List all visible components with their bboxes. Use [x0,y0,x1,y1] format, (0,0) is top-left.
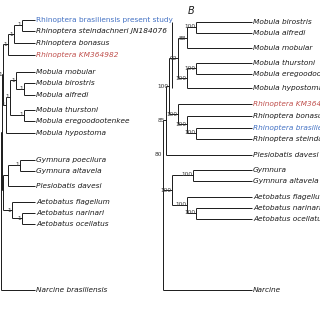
Text: Mobula eregoodootenkee: Mobula eregoodootenkee [253,71,320,77]
Text: Rhinoptera bonasus: Rhinoptera bonasus [36,40,109,46]
Text: 1: 1 [20,113,23,117]
Text: Aetobatus flagellum: Aetobatus flagellum [253,194,320,200]
Text: Aetobatus narinari: Aetobatus narinari [36,210,104,216]
Text: Mobula mobular: Mobula mobular [253,45,312,51]
Text: 88: 88 [179,36,187,41]
Text: 1: 1 [2,102,5,108]
Text: Aetobatus narinari: Aetobatus narinari [253,205,320,211]
Text: 1: 1 [20,86,23,92]
Text: Mobula mobular: Mobula mobular [36,69,95,75]
Text: Mobula thurstoni: Mobula thurstoni [253,60,315,66]
Text: Gymnura altavela: Gymnura altavela [36,168,102,174]
Text: Gymnura altavela: Gymnura altavela [253,178,319,184]
Text: Rhinoptera bonasus: Rhinoptera bonasus [253,113,320,119]
Text: B: B [188,6,195,16]
Text: 1: 1 [16,163,20,167]
Text: 1: 1 [8,207,12,212]
Text: Aetobatus flagellum: Aetobatus flagellum [36,199,110,205]
Text: Rhinoptera brasiliensis: Rhinoptera brasiliensis [253,125,320,131]
Text: Mobula birostris: Mobula birostris [36,80,95,86]
Text: Mobula hypostoma: Mobula hypostoma [36,130,106,136]
Text: Plesiobatis davesi: Plesiobatis davesi [253,152,318,158]
Text: 100: 100 [175,203,187,207]
Text: Aetobatus ocellatus: Aetobatus ocellatus [253,216,320,222]
Text: Rhinoptera KM364982: Rhinoptera KM364982 [253,101,320,107]
Text: Rhinoptera steindachneri JN184076: Rhinoptera steindachneri JN184076 [36,28,167,34]
Text: Narcine brasiliensis: Narcine brasiliensis [36,287,108,293]
Text: Rhinoptera brasiliensis present study: Rhinoptera brasiliensis present study [36,17,173,23]
Text: 1: 1 [6,94,10,100]
Text: 100: 100 [184,66,196,70]
Text: Mobula eregoodootenkee: Mobula eregoodootenkee [36,118,130,124]
Text: 92: 92 [170,55,178,60]
Text: 100: 100 [181,172,193,178]
Text: 100: 100 [175,76,187,81]
Text: 100: 100 [157,84,169,89]
Text: 100: 100 [184,131,196,135]
Text: Rhinoptera KM364982: Rhinoptera KM364982 [36,52,118,58]
Text: Plesiobatis davesi: Plesiobatis davesi [36,183,101,189]
Text: Gymnura: Gymnura [253,167,287,173]
Text: 1: 1 [12,77,15,83]
Text: 100: 100 [184,211,196,215]
Text: 80: 80 [155,153,163,157]
Text: 100: 100 [166,111,178,116]
Text: Aetobatus ocellatus: Aetobatus ocellatus [36,221,108,227]
Text: Narcine: Narcine [253,287,281,293]
Text: Mobula alfredi: Mobula alfredi [36,92,88,98]
Text: Mobula birostris: Mobula birostris [253,19,312,25]
Text: Mobula alfredi: Mobula alfredi [253,30,305,36]
Text: 1: 1 [10,31,13,36]
Text: 1: 1 [0,71,3,76]
Text: Mobula thurstoni: Mobula thurstoni [36,107,98,113]
Text: 1: 1 [18,215,21,220]
Text: 100: 100 [160,188,172,193]
Text: Gymnura poecilura: Gymnura poecilura [36,157,106,163]
Text: 1: 1 [4,42,7,46]
Text: Rhinoptera steindachneri: Rhinoptera steindachneri [253,136,320,142]
Text: Mobula hypostoma: Mobula hypostoma [253,85,320,91]
Text: 100: 100 [175,122,187,126]
Text: 1: 1 [18,22,21,28]
Text: 85: 85 [158,117,165,123]
Text: 100: 100 [184,25,196,29]
